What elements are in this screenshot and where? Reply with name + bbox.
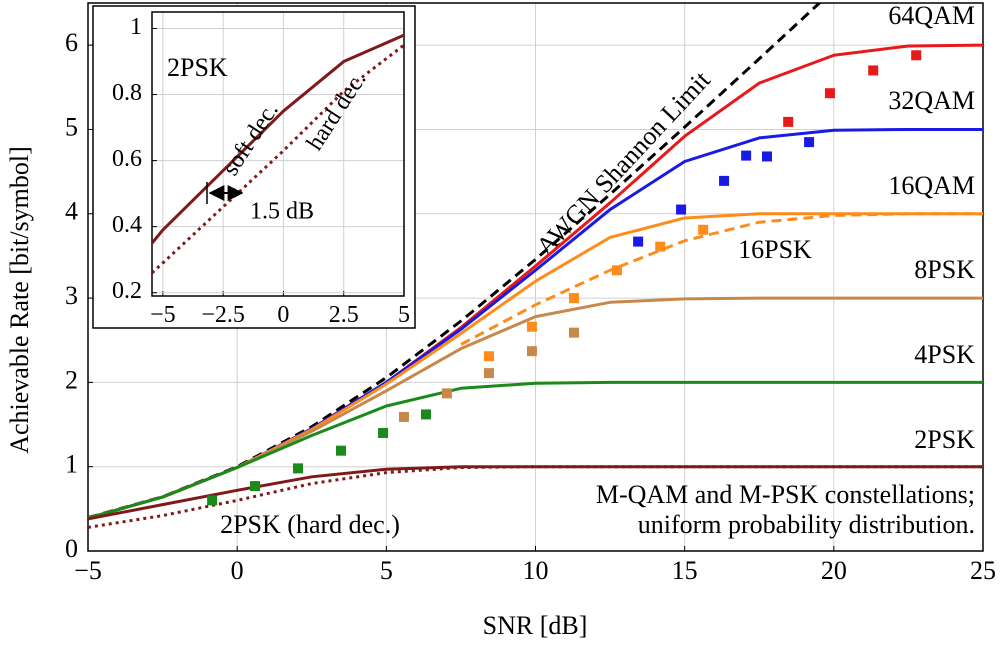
marker [483,351,494,362]
marker [335,445,346,456]
marker [421,409,432,420]
series-label: 8PSK [914,255,975,284]
series-label: AWGN Shannon Limit [531,65,717,261]
x-axis-title: SNR [dB] [483,611,588,640]
marker [804,137,815,148]
series-label: 16PSK [738,235,812,264]
y-tick-label: 0.8 [112,80,142,106]
y-tick-label: 0.6 [112,146,142,172]
marker [568,327,579,338]
x-tick-label: 15 [672,556,698,585]
y-tick-label: 3 [65,281,78,310]
marker [698,224,709,235]
y-tick-label: 2 [65,365,78,394]
marker [719,175,730,186]
marker [250,481,261,492]
x-tick-label: 0 [277,302,289,328]
annotation: 1.5 dB [250,199,314,225]
series-label: 2PSK [914,425,975,454]
marker [741,150,752,161]
marker [526,346,537,357]
plot-frame [151,11,405,297]
x-tick-label: 25 [970,556,996,585]
marker [676,204,687,215]
marker [824,88,835,99]
marker [911,50,922,61]
series-label: 2PSK (hard dec.) [220,510,400,539]
note: uniform probability distribution. [638,510,975,539]
y-tick-label: 5 [65,112,78,141]
marker [611,265,622,276]
series-label: 64QAM [888,1,975,30]
x-tick-label: 5 [380,556,393,585]
inset-title: 2PSK [167,53,228,82]
series-label: 16QAM [888,171,975,200]
x-tick-label: 20 [821,556,847,585]
series-line [88,380,983,520]
x-tick-label: 2.5 [329,302,359,328]
marker [398,411,409,422]
plot-frame [87,2,984,552]
marker [441,388,452,399]
series-line [152,33,404,245]
marker [868,65,879,76]
marker [655,241,666,252]
x-tick-label: 0 [231,556,244,585]
marker [483,368,494,379]
x-tick-label: 5 [398,302,410,328]
inset-background [92,5,416,329]
marker [293,463,304,474]
marker [207,495,218,506]
marker [783,116,794,127]
series-label: 32QAM [888,86,975,115]
y-tick-label: 0.2 [112,278,142,304]
series-line [88,465,983,529]
marker [568,293,579,304]
y-tick-label: 1 [65,450,78,479]
series-line [460,212,983,346]
marker [633,236,644,247]
y-tick-label: 0 [65,534,78,563]
marker [378,427,389,438]
series-label: 4PSK [914,340,975,369]
x-tick-label: −2.5 [201,302,245,328]
y-tick-label: 6 [65,28,78,57]
marker [526,321,537,332]
y-tick-label: 4 [65,197,78,226]
x-tick-label: −5 [74,556,102,585]
y-tick-label: 0.4 [112,212,142,238]
note: M-QAM and M-PSK constellations; [596,480,975,509]
y-axis-title: Achievable Rate [bit/symbol] [5,146,34,454]
x-tick-label: −5 [150,302,176,328]
y-tick-label: 1 [130,14,142,40]
x-tick-label: 10 [523,556,549,585]
marker [762,151,773,162]
